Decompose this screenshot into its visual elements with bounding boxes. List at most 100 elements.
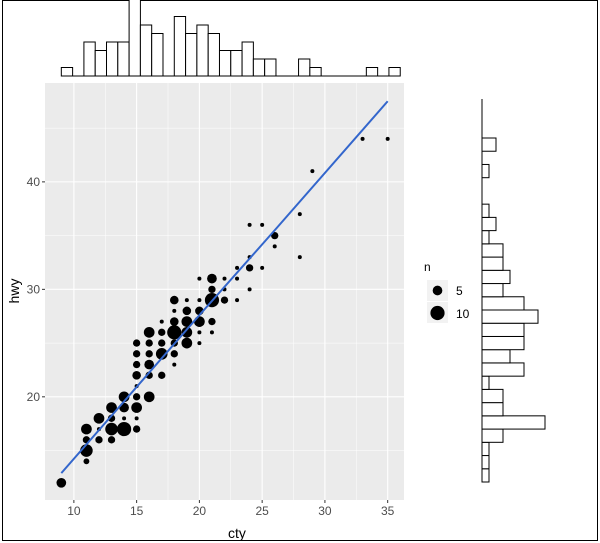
data-point — [197, 341, 202, 346]
y-axis-title: hwy — [6, 279, 22, 304]
top-histogram-bar — [139, 24, 153, 77]
data-point — [132, 360, 141, 369]
data-point — [122, 416, 127, 421]
data-point — [145, 350, 153, 358]
data-point — [235, 265, 240, 270]
top-histogram-bar — [128, 0, 141, 77]
right-histogram-bar — [481, 388, 504, 404]
data-point — [81, 423, 92, 435]
x-tick-label: 20 — [193, 504, 207, 518]
data-point — [235, 298, 240, 303]
x-tick-label: 10 — [67, 504, 81, 518]
data-point — [194, 316, 205, 327]
top-histogram-bar — [173, 16, 187, 77]
data-point — [159, 319, 164, 324]
x-tick-label: 15 — [130, 504, 144, 518]
right-histogram-bar — [481, 203, 490, 218]
top-histogram-bar — [60, 67, 74, 77]
data-point — [260, 265, 265, 270]
right-histogram-bar — [481, 428, 504, 443]
data-point — [245, 264, 254, 272]
data-point — [106, 402, 117, 413]
data-point — [107, 436, 116, 444]
data-point — [170, 317, 179, 326]
right-histogram-bar — [481, 216, 497, 232]
data-point — [247, 287, 252, 292]
right-histogram-bar — [481, 455, 490, 470]
right-histogram-bar — [481, 230, 490, 245]
data-point — [134, 416, 139, 421]
right-histogram-bar — [481, 349, 511, 364]
x-tick-label: 25 — [255, 504, 269, 518]
data-point — [132, 425, 141, 433]
data-point — [105, 422, 118, 436]
data-point — [181, 316, 193, 327]
data-point — [158, 371, 166, 379]
data-point — [182, 306, 192, 316]
top-histogram-bar — [207, 33, 220, 77]
top-histogram-bar — [185, 33, 198, 77]
y-tick-label: 40 — [27, 175, 41, 189]
right-histogram-bar — [481, 269, 511, 285]
data-point — [181, 326, 193, 338]
data-point — [247, 222, 252, 227]
legend-key-5 — [432, 285, 443, 296]
top-histogram-bar — [309, 67, 322, 77]
data-point — [170, 295, 179, 305]
data-point — [132, 393, 141, 401]
right-histogram-bar — [481, 335, 525, 351]
right-histogram-bar — [481, 441, 490, 457]
top-histogram-bar — [298, 58, 311, 77]
right-histogram-bar — [481, 256, 504, 271]
data-point — [93, 412, 105, 424]
data-point — [209, 330, 214, 335]
x-axis-title: cty — [228, 525, 246, 541]
data-point — [143, 326, 155, 338]
data-point — [170, 350, 178, 358]
right-histogram-bar — [481, 283, 504, 298]
y-tick-label: 30 — [27, 282, 41, 296]
top-histogram-bar — [264, 58, 277, 77]
data-point — [220, 296, 229, 304]
data-point — [260, 222, 265, 227]
data-point — [167, 325, 182, 340]
right-histogram-bar — [481, 243, 504, 258]
top-histogram-bar — [106, 41, 119, 77]
data-point — [207, 273, 217, 284]
data-point — [143, 391, 155, 403]
right-histogram-bar — [481, 468, 490, 483]
top-histogram-bar — [241, 41, 254, 77]
data-point — [208, 285, 216, 294]
data-point — [158, 339, 166, 347]
top-histogram-bar — [83, 41, 96, 77]
x-tick-label: 30 — [318, 504, 332, 518]
right-histogram-bar — [481, 296, 525, 311]
data-point — [272, 244, 277, 249]
right-histogram-bar — [481, 362, 525, 377]
right-histogram-bar — [481, 163, 490, 179]
x-tick-label: 35 — [381, 504, 395, 518]
right-histogram-bar — [481, 309, 539, 324]
data-point — [197, 330, 202, 335]
data-point — [172, 308, 177, 313]
smooth-line — [60, 100, 389, 474]
data-point — [360, 136, 365, 141]
top-histogram-bar — [151, 33, 164, 77]
top-histogram-bar — [252, 58, 266, 77]
data-point — [385, 136, 390, 141]
data-point — [181, 337, 193, 349]
right-histogram-bar — [481, 137, 497, 152]
data-point — [158, 328, 166, 336]
data-point — [155, 348, 168, 360]
data-point — [297, 212, 302, 217]
data-point — [197, 276, 202, 281]
data-point — [132, 350, 141, 358]
data-point — [132, 371, 141, 380]
data-point — [208, 317, 216, 326]
data-point — [83, 458, 90, 465]
y-tick-label: 20 — [27, 390, 41, 404]
data-point — [172, 362, 177, 367]
top-histogram-bar — [218, 50, 232, 77]
